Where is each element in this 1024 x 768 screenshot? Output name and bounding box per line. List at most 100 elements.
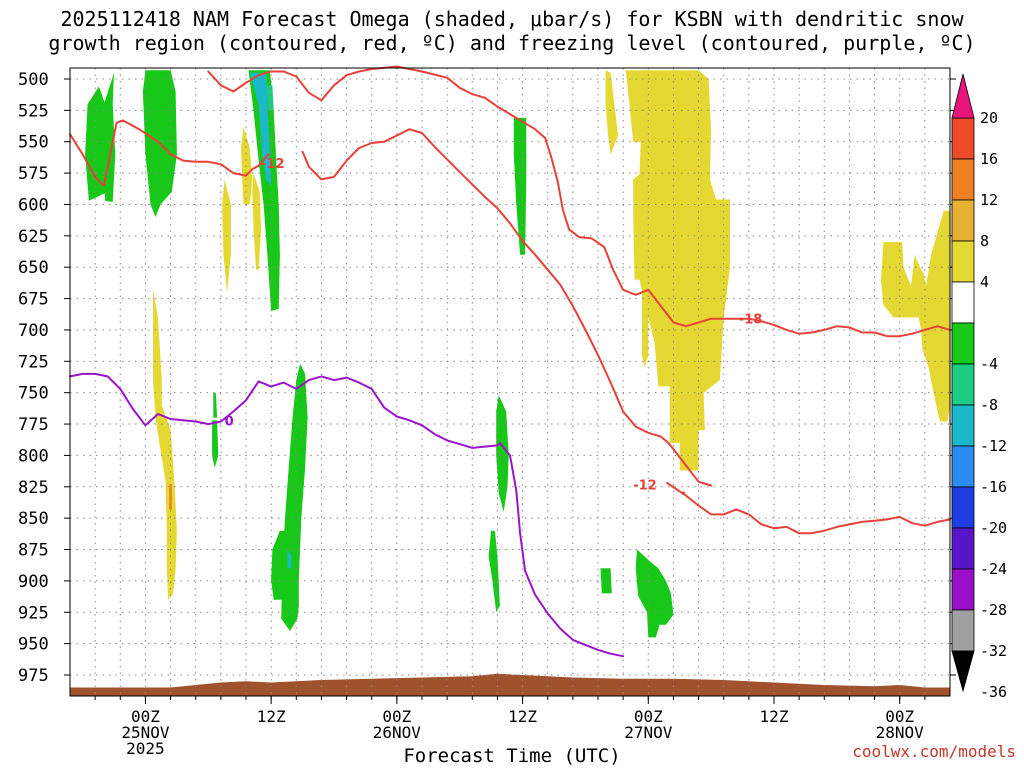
omega-shaded-region xyxy=(241,126,253,205)
colorbar-bin xyxy=(951,404,975,447)
colorbar-label: -4 xyxy=(980,355,998,373)
colorbar-bin xyxy=(951,281,975,324)
colorbar-bin xyxy=(951,363,975,406)
colorbar: 20 16 12 8 4 -4 -8 -12 -16 -20 -24 -28 -32 -36 xyxy=(951,73,1007,701)
x-tick-label: 27NOV xyxy=(624,723,673,742)
y-tick-label: 575 xyxy=(18,164,49,184)
terrain-layer xyxy=(70,673,950,696)
x-tick-label: 28NOV xyxy=(876,723,925,742)
title-line-1: 2025112418 NAM Forecast Omega (shaded, μ… xyxy=(60,7,964,31)
omega-shaded-region xyxy=(213,392,218,418)
colorbar-bin xyxy=(951,240,975,283)
y-tick-label: 700 xyxy=(18,321,49,341)
colorbar-label: 12 xyxy=(980,191,998,209)
y-tick-label: 800 xyxy=(18,446,49,466)
terrain-fill xyxy=(70,673,950,696)
omega-shaded-region xyxy=(880,210,950,422)
omega-shaded-region xyxy=(513,117,527,255)
contour-label: -18 xyxy=(739,313,763,328)
colorbar-bin xyxy=(951,117,975,160)
y-tick-label: 975 xyxy=(18,666,49,686)
colorbar-label: -16 xyxy=(980,478,1007,496)
omega-shaded-region xyxy=(169,484,172,510)
y-tick-label: 525 xyxy=(18,101,49,121)
colorbar-bin xyxy=(951,609,975,652)
y-tick-label: 625 xyxy=(18,227,49,247)
y-tick-label: 875 xyxy=(18,541,49,561)
omega-shaded-region xyxy=(287,549,292,569)
dgz-contour-line xyxy=(69,119,270,187)
y-tick-label: 750 xyxy=(18,384,49,404)
freezing-level-line xyxy=(69,372,625,658)
dgz-contour-line xyxy=(666,482,951,535)
omega-shaded-region xyxy=(212,420,219,468)
y-tick-label: 825 xyxy=(18,478,49,498)
contour-label: -12 xyxy=(261,157,285,172)
dgz-contour-blip xyxy=(681,491,686,495)
colorbar-bin xyxy=(951,199,975,242)
colorbar-bin xyxy=(951,445,975,488)
omega-shaded-region xyxy=(605,70,619,155)
colorbar-top-arrow xyxy=(951,73,975,119)
y-axis: 500 525 550 575 600 625 650 675 700 725 750 775 800 8… xyxy=(18,70,956,686)
colorbar-label: -32 xyxy=(980,642,1007,660)
omega-shaded-region xyxy=(488,530,500,613)
title-line-2: growth region (contoured, red, ºC) and f… xyxy=(48,31,976,55)
credit-text: coolwx.com/models xyxy=(852,742,1016,761)
y-tick-label: 850 xyxy=(18,509,49,529)
colorbar-bin xyxy=(951,568,975,611)
omega-shaded-region xyxy=(625,70,730,471)
x-tick-label: 2025 xyxy=(126,739,165,758)
y-tick-label: 650 xyxy=(18,258,49,278)
x-tick-label: 12Z xyxy=(257,707,286,726)
omega-shaded-region xyxy=(496,395,509,512)
omega-shaded-region xyxy=(600,568,612,594)
omega-shaded-region xyxy=(102,72,116,202)
y-tick-label: 775 xyxy=(18,415,49,435)
omega-shaded-region xyxy=(271,530,289,600)
x-tick-label: 12Z xyxy=(508,707,537,726)
x-tick-label: 00Z xyxy=(131,707,160,726)
colorbar-label: -36 xyxy=(980,683,1007,701)
x-tick-label: 00Z xyxy=(382,707,411,726)
colorbar-label: -28 xyxy=(980,601,1007,619)
x-tick-label: 00Z xyxy=(885,707,914,726)
y-tick-label: 550 xyxy=(18,133,49,153)
y-tick-label: 600 xyxy=(18,195,49,215)
y-tick-label: 950 xyxy=(18,635,49,655)
x-tick-label: 26NOV xyxy=(373,723,422,742)
omega-shading-layer xyxy=(85,70,950,638)
x-tick-label: 25NOV xyxy=(121,723,170,742)
omega-shaded-region xyxy=(642,292,649,368)
contour-label-layer: -12 -18 -12 0 xyxy=(225,157,763,493)
omega-shaded-region xyxy=(252,173,262,270)
contour-layer xyxy=(69,65,951,658)
dgz-contour-line xyxy=(301,128,713,487)
colorbar-label: -8 xyxy=(980,396,998,414)
colorbar-bin xyxy=(951,322,975,365)
contour-label: 0 xyxy=(225,414,234,429)
omega-shaded-region xyxy=(248,70,280,312)
colorbar-label: 4 xyxy=(980,273,989,291)
colorbar-bottom-arrow xyxy=(951,650,975,693)
x-axis-title: Forecast Time (UTC) xyxy=(403,745,621,767)
x-tick-label: 12Z xyxy=(760,707,789,726)
y-tick-label: 900 xyxy=(18,572,49,592)
omega-shaded-region xyxy=(266,85,274,111)
colorbar-label: -24 xyxy=(980,560,1007,578)
colorbar-label: 8 xyxy=(980,232,989,250)
colorbar-label: -20 xyxy=(980,519,1007,537)
x-tick-label: 00Z xyxy=(634,707,663,726)
colorbar-bin xyxy=(951,486,975,529)
colorbar-bin xyxy=(951,527,975,570)
omega-shaded-region xyxy=(635,549,674,638)
y-tick-label: 925 xyxy=(18,603,49,623)
y-tick-label: 500 xyxy=(18,70,49,90)
colorbar-label: -12 xyxy=(980,437,1007,455)
y-tick-label: 675 xyxy=(18,290,49,310)
dgz-contour-line xyxy=(207,65,951,338)
y-tick-label: 725 xyxy=(18,352,49,372)
grid-layer xyxy=(70,68,950,696)
